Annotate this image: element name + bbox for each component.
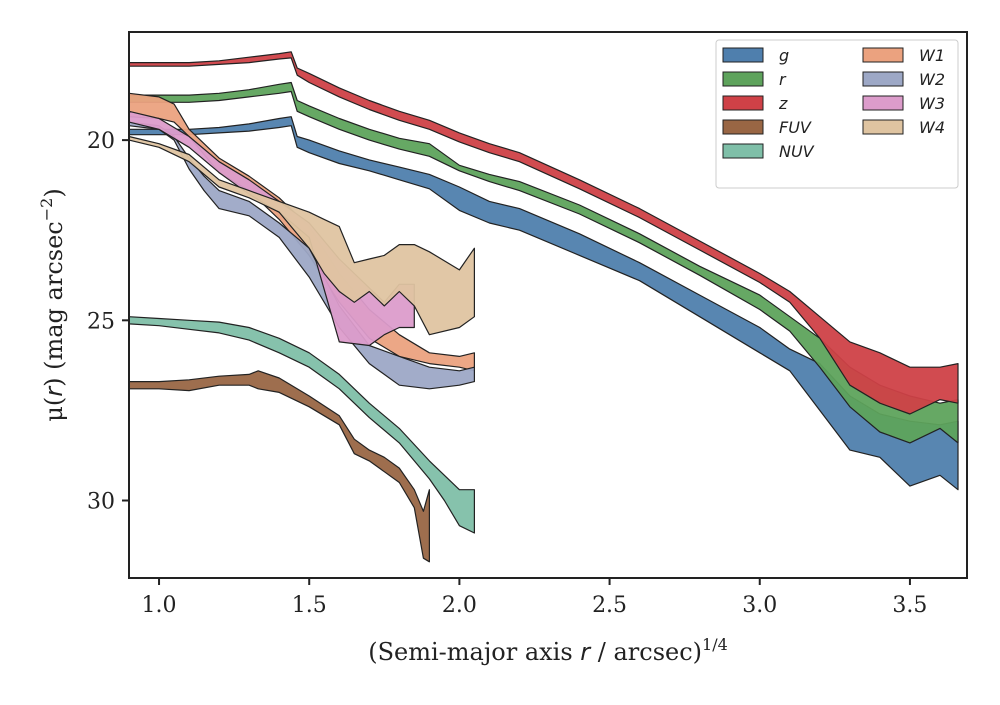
x-tick-label: 2.5 bbox=[592, 593, 627, 618]
y-tick-label: 20 bbox=[87, 129, 115, 154]
band-nuv bbox=[128, 316, 475, 534]
legend-swatch-nuv bbox=[722, 143, 764, 159]
band-w4 bbox=[128, 135, 475, 336]
legend-swatch-z bbox=[722, 95, 764, 111]
legend-swatch-g bbox=[722, 47, 764, 63]
x-ticks: 1.0 1.5 2.0 2.5 3.0 3.5 bbox=[142, 578, 927, 618]
legend-label-w1: W1 bbox=[919, 46, 945, 65]
legend-label-w2: W2 bbox=[919, 70, 945, 89]
band-w2 bbox=[128, 121, 475, 390]
band-r bbox=[128, 81, 959, 444]
x-tick-label: 2.0 bbox=[442, 593, 477, 618]
band-g bbox=[128, 116, 959, 491]
x-tick-label: 1.0 bbox=[142, 593, 177, 618]
legend-label-r: r bbox=[779, 70, 787, 89]
x-axis-label: (Semi-major axis r / arcsec)1/4 bbox=[368, 635, 728, 666]
legend-swatch-w3 bbox=[862, 95, 904, 111]
plot-frame bbox=[128, 31, 968, 579]
legend-swatch-w2 bbox=[862, 71, 904, 87]
y-ticks: 20 25 30 bbox=[87, 129, 129, 515]
legend-swatch-w4 bbox=[862, 119, 904, 135]
y-axis-label: μ(r) (mag arcsec−2) bbox=[37, 188, 68, 421]
legend-label-z: z bbox=[778, 94, 788, 113]
legend-label-w3: W3 bbox=[919, 94, 945, 113]
x-tick-label: 3.0 bbox=[742, 593, 777, 618]
legend-label-nuv: NUV bbox=[779, 142, 815, 161]
y-tick-label: 30 bbox=[87, 490, 115, 515]
legend-swatch-fuv bbox=[722, 119, 764, 135]
legend-label-g: g bbox=[779, 46, 789, 65]
y-tick-label: 25 bbox=[87, 309, 115, 334]
legend: grz FUV NUV W1 W2 W3 W4 bbox=[715, 39, 959, 189]
legend-label-fuv: FUV bbox=[779, 118, 812, 137]
legend-swatch-r bbox=[722, 71, 764, 87]
legend-label-w4: W4 bbox=[919, 118, 945, 137]
band-z bbox=[128, 51, 959, 415]
bands-layer bbox=[128, 51, 959, 563]
legend-swatch-w1 bbox=[862, 47, 904, 63]
band-fuv bbox=[128, 370, 430, 563]
x-tick-label: 3.5 bbox=[892, 593, 927, 618]
x-tick-label: 1.5 bbox=[292, 593, 327, 618]
